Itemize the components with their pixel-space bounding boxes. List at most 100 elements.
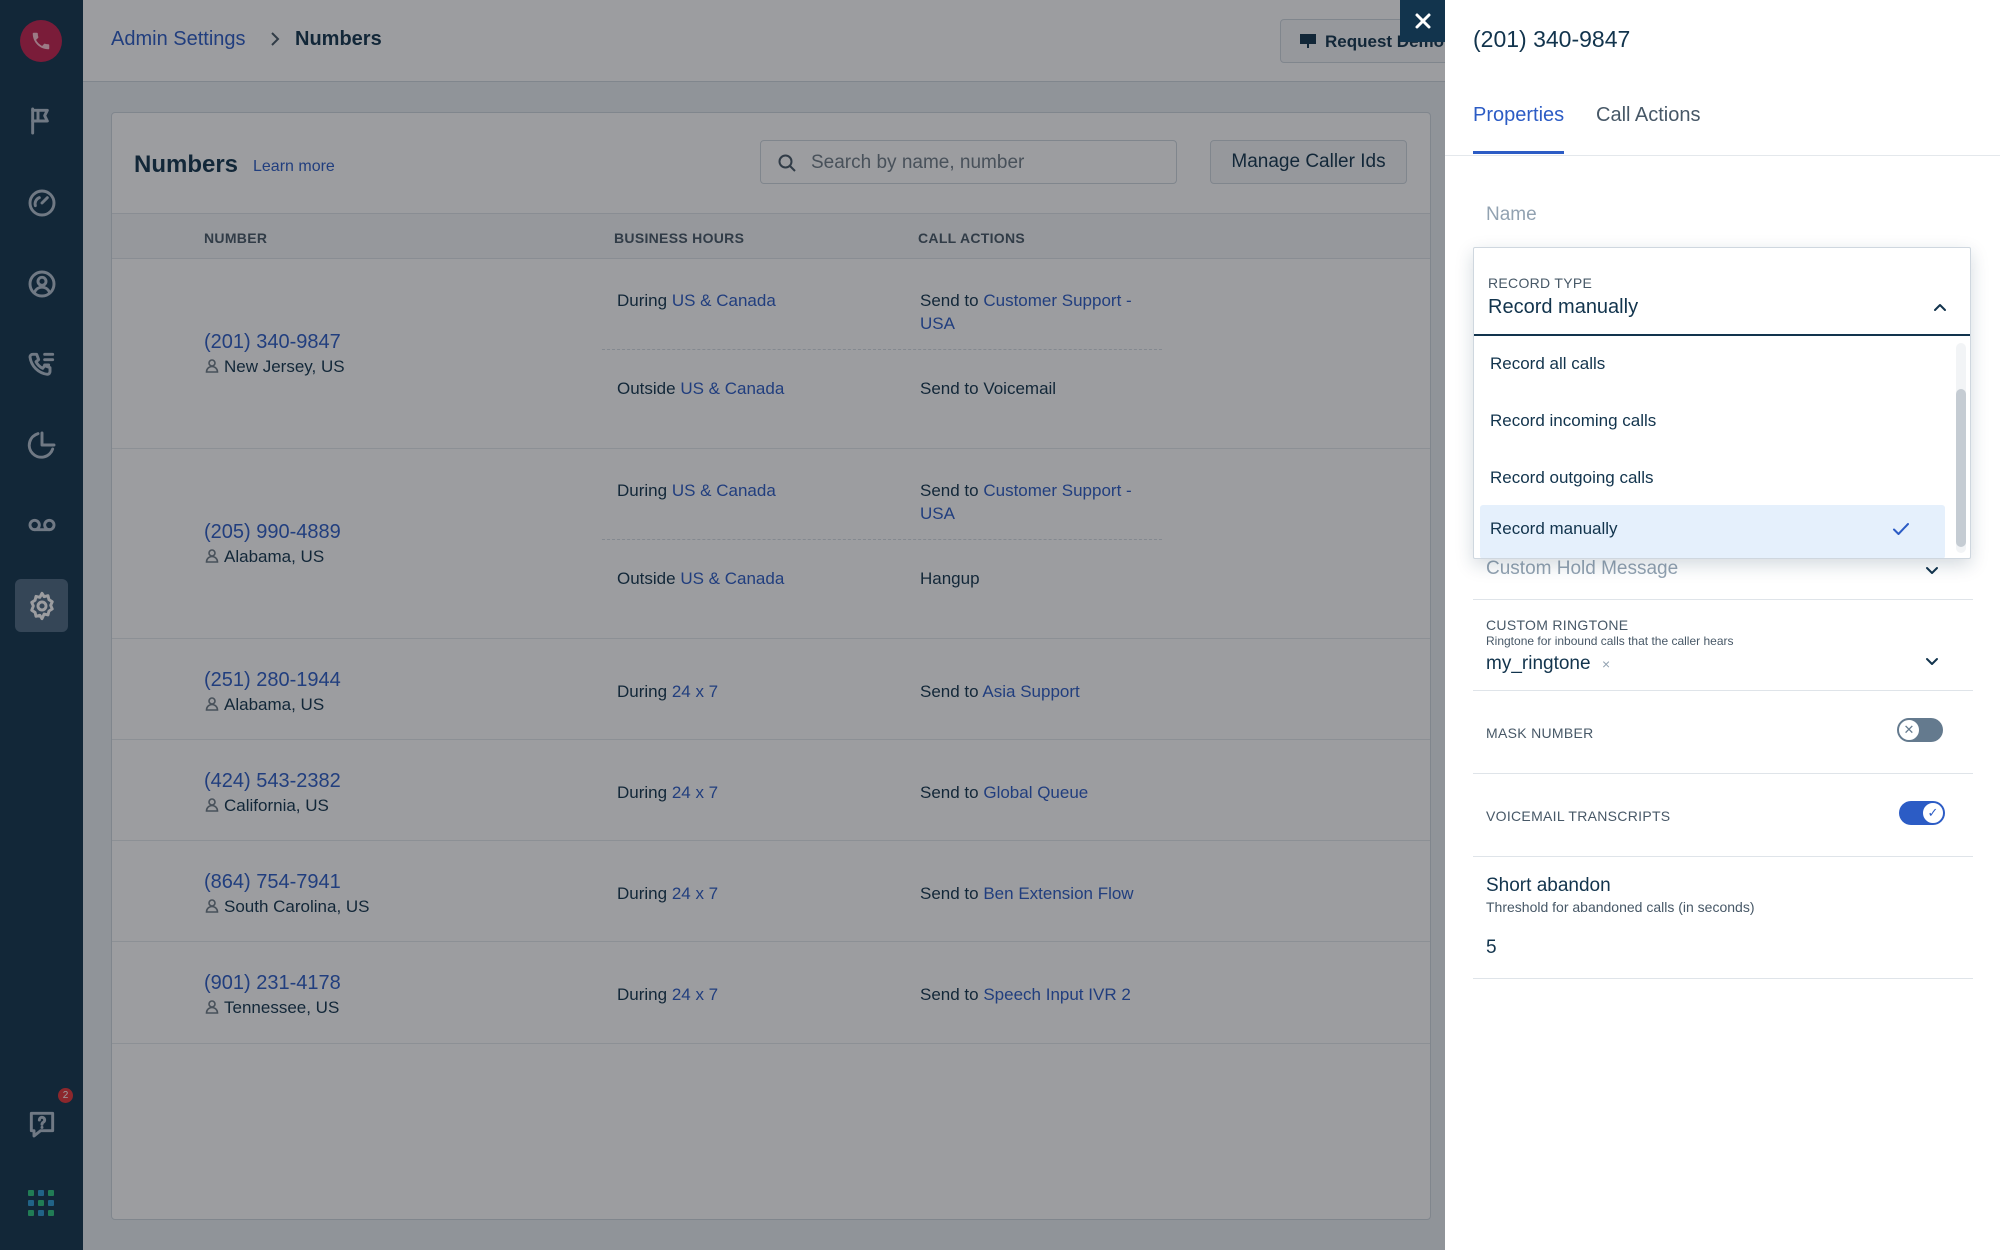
table-row[interactable]: (864) 754-7941 South Carolina, US During… bbox=[112, 841, 1430, 942]
hours-link[interactable]: 24 x 7 bbox=[671, 985, 719, 1004]
call-routing-icon[interactable] bbox=[15, 338, 68, 391]
hours-link[interactable]: US & Canada bbox=[680, 379, 785, 398]
tab-call-actions[interactable]: Call Actions bbox=[1596, 104, 1701, 126]
left-navigation-rail: 2 bbox=[0, 0, 83, 1250]
option-record-all-calls[interactable]: Record all calls bbox=[1490, 354, 1606, 373]
short-abandon-input[interactable]: 5 bbox=[1486, 937, 1497, 958]
top-bar: Admin Settings Numbers Request Demo bbox=[83, 0, 1460, 82]
rule-prefix: Send to bbox=[920, 783, 979, 802]
chevron-up-icon[interactable] bbox=[1931, 299, 1949, 317]
tab-properties[interactable]: Properties bbox=[1473, 104, 1565, 154]
location-text: New Jersey, US bbox=[224, 357, 345, 376]
rule-prefix: Send to bbox=[920, 884, 979, 903]
number-link[interactable]: (901) 231-4178 bbox=[204, 972, 341, 994]
search-input[interactable] bbox=[811, 149, 1161, 177]
main-content: Admin Settings Numbers Request Demo Numb… bbox=[83, 0, 1460, 1250]
target-link-cont[interactable]: USA bbox=[920, 504, 955, 523]
table-row[interactable]: (205) 990-4889 Alabama, US During US & C… bbox=[112, 449, 1430, 639]
number-link[interactable]: (251) 280-1944 bbox=[204, 669, 341, 691]
dropdown-scrollbar[interactable] bbox=[1956, 343, 1966, 553]
dashboard-gauge-icon[interactable] bbox=[15, 176, 68, 229]
target-link-cont[interactable]: USA bbox=[920, 314, 955, 333]
option-record-outgoing-calls[interactable]: Record outgoing calls bbox=[1490, 468, 1654, 487]
column-header-business-hours: BUSINESS HOURS bbox=[614, 230, 745, 246]
rule-prefix: Send to bbox=[920, 291, 979, 310]
help-icon[interactable]: 2 bbox=[15, 1088, 73, 1150]
chevron-down-icon[interactable] bbox=[1923, 561, 1941, 579]
custom-hold-message-select[interactable]: Custom Hold Message bbox=[1486, 558, 1679, 579]
location-person-icon bbox=[204, 548, 220, 564]
number-link[interactable]: (201) 340-9847 bbox=[204, 331, 341, 353]
chevron-right-icon bbox=[266, 30, 284, 48]
apps-dot bbox=[48, 1190, 54, 1196]
scrollbar-thumb[interactable] bbox=[1956, 389, 1966, 547]
chevron-down-icon[interactable] bbox=[1923, 652, 1941, 670]
location-person-icon bbox=[204, 999, 220, 1015]
name-field[interactable]: Name bbox=[1486, 204, 1537, 225]
rule-divider bbox=[602, 349, 1162, 350]
call-action-cell: Send to Ben Extension Flow bbox=[920, 882, 1134, 905]
flag-icon[interactable] bbox=[15, 94, 68, 147]
target-link[interactable]: Customer Support - bbox=[983, 481, 1132, 500]
target-link[interactable]: Asia Support bbox=[982, 682, 1080, 701]
hours-link[interactable]: 24 x 7 bbox=[671, 783, 719, 802]
target-link[interactable]: Speech Input IVR 2 bbox=[983, 985, 1131, 1004]
apps-dot bbox=[28, 1190, 34, 1196]
hours-link[interactable]: US & Canada bbox=[671, 291, 776, 310]
number-link[interactable]: (864) 754-7941 bbox=[204, 871, 341, 893]
call-action-cell: Send to Voicemail bbox=[920, 379, 1057, 398]
mask-number-toggle[interactable]: ✕ bbox=[1897, 718, 1943, 742]
target-link[interactable]: Global Queue bbox=[983, 783, 1089, 802]
custom-ringtone-value[interactable]: my_ringtone bbox=[1486, 653, 1591, 674]
table-row[interactable]: (251) 280-1944 Alabama, US During 24 x 7… bbox=[112, 639, 1430, 740]
hours-link[interactable]: US & Canada bbox=[671, 481, 776, 500]
divider bbox=[1473, 978, 1973, 979]
table-row[interactable]: (424) 543-2382 California, US During 24 … bbox=[112, 740, 1430, 841]
target-link[interactable]: Customer Support - bbox=[983, 291, 1132, 310]
mask-number-label: MASK NUMBER bbox=[1486, 725, 1594, 741]
toggle-on-check-icon: ✓ bbox=[1922, 802, 1944, 824]
divider bbox=[1473, 599, 1973, 600]
business-hours-cell: During 24 x 7 bbox=[617, 781, 718, 804]
contact-icon[interactable] bbox=[15, 257, 68, 310]
hours-link[interactable]: 24 x 7 bbox=[671, 884, 719, 903]
call-action-cell: Send to Speech Input IVR 2 bbox=[920, 983, 1131, 1006]
apps-dot bbox=[48, 1200, 54, 1206]
settings-gear-icon[interactable] bbox=[15, 579, 68, 632]
clear-ringtone-icon[interactable]: × bbox=[1602, 656, 1611, 672]
target-link[interactable]: Ben Extension Flow bbox=[983, 884, 1134, 903]
apps-dot bbox=[28, 1200, 34, 1206]
modal-backdrop[interactable] bbox=[0, 0, 1445, 1250]
reports-pie-icon[interactable] bbox=[15, 418, 68, 471]
search-box bbox=[760, 140, 1177, 184]
voicemail-transcripts-toggle[interactable]: ✓ bbox=[1899, 801, 1945, 825]
apps-dot bbox=[48, 1210, 54, 1216]
voicemail-icon[interactable] bbox=[15, 498, 68, 551]
option-record-manually[interactable]: Record manually bbox=[1480, 505, 1945, 558]
number-link[interactable]: (205) 990-4889 bbox=[204, 521, 341, 543]
record-type-label: RECORD TYPE bbox=[1488, 275, 1593, 291]
table-header: NUMBER BUSINESS HOURS CALL ACTIONS bbox=[112, 213, 1430, 259]
location-person-icon bbox=[204, 898, 220, 914]
manage-caller-ids-button[interactable]: Manage Caller Ids bbox=[1210, 140, 1407, 184]
option-record-incoming-calls[interactable]: Record incoming calls bbox=[1490, 411, 1657, 430]
learn-more-link[interactable]: Learn more bbox=[253, 158, 335, 175]
table-row[interactable]: (201) 340-9847 New Jersey, US During US … bbox=[112, 259, 1430, 449]
record-type-select[interactable]: RECORD TYPE Record manually bbox=[1474, 248, 1970, 336]
hours-link[interactable]: 24 x 7 bbox=[671, 682, 719, 701]
location-label: Alabama, US bbox=[204, 547, 324, 567]
hours-link[interactable]: US & Canada bbox=[680, 569, 785, 588]
rule-when: During bbox=[617, 291, 668, 310]
phone-logo-icon[interactable] bbox=[20, 20, 62, 62]
custom-ringtone-label: CUSTOM RINGTONE bbox=[1486, 617, 1629, 633]
apps-grid-icon[interactable] bbox=[28, 1190, 54, 1216]
toggle-off-icon: ✕ bbox=[1898, 719, 1920, 741]
record-type-dropdown: RECORD TYPE Record manually Record all c… bbox=[1473, 247, 1971, 559]
breadcrumb-admin-settings[interactable]: Admin Settings bbox=[111, 28, 246, 50]
table-row[interactable]: (901) 231-4178 Tennessee, US During 24 x… bbox=[112, 942, 1430, 1044]
location-label: Tennessee, US bbox=[204, 998, 339, 1018]
number-link[interactable]: (424) 543-2382 bbox=[204, 770, 341, 792]
apps-dot bbox=[38, 1190, 44, 1196]
close-panel-button[interactable] bbox=[1400, 0, 1445, 42]
help-notification-badge: 2 bbox=[58, 1088, 73, 1103]
